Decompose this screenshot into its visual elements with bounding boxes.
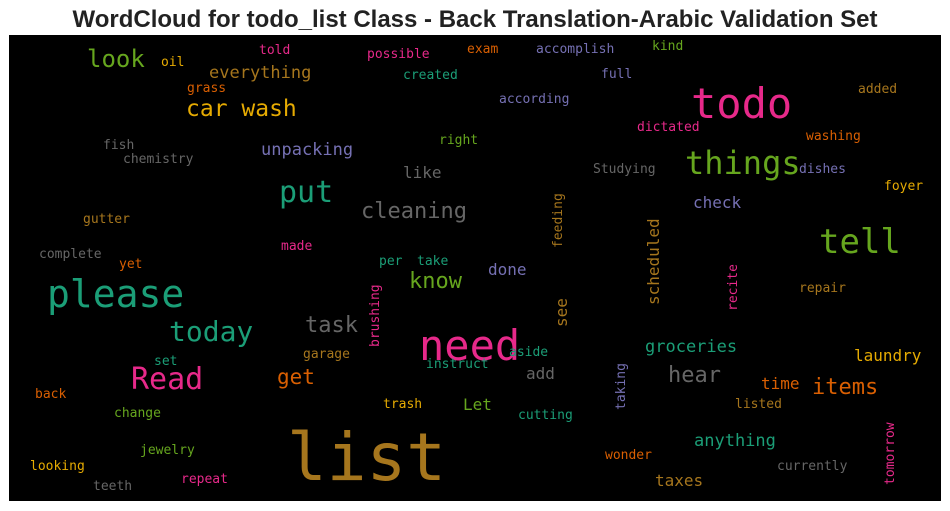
wordcloud-word: take xyxy=(417,254,449,269)
wordcloud-word: foyer xyxy=(884,179,924,194)
wordcloud-word: possible xyxy=(367,47,430,62)
wordcloud-word: instruct xyxy=(426,357,489,372)
wordcloud-word: todo xyxy=(691,79,793,128)
wordcloud-word: told xyxy=(259,43,291,58)
wordcloud-word: currently xyxy=(777,459,848,474)
wordcloud-word: grass xyxy=(187,81,227,96)
wordcloud-word: need xyxy=(419,321,521,370)
wordcloud-word: time xyxy=(761,374,800,393)
wordcloud-word: groceries xyxy=(645,337,738,357)
wordcloud-word: Let xyxy=(463,395,492,414)
wordcloud-word: taking xyxy=(614,363,629,410)
wordcloud-word: garage xyxy=(303,347,350,362)
wordcloud-word: chemistry xyxy=(123,152,194,167)
wordcloud-word: task xyxy=(305,313,358,338)
wordcloud-word: cutting xyxy=(518,408,573,423)
wordcloud-word: fish xyxy=(103,138,135,153)
wordcloud-word: anything xyxy=(694,431,776,451)
wordcloud-word: teeth xyxy=(93,479,133,494)
wordcloud-word: jewelry xyxy=(140,443,195,458)
wordcloud-word: set xyxy=(154,354,178,369)
wordcloud-word: get xyxy=(277,365,315,389)
wordcloud-word: aside xyxy=(509,345,549,360)
wordcloud-word: taxes xyxy=(655,471,704,490)
wordcloud-word: today xyxy=(169,315,254,348)
wordcloud-word: repair xyxy=(799,281,846,296)
wordcloud-word: look xyxy=(87,45,145,73)
wordcloud-word: change xyxy=(114,406,161,421)
wordcloud-word: car wash xyxy=(186,96,297,122)
wordcloud-word: oil xyxy=(161,55,185,70)
wordcloud-word: know xyxy=(409,269,462,294)
wordcloud-word: laundry xyxy=(854,346,922,365)
wordcloud-word: items xyxy=(812,375,879,400)
wordcloud-canvas: list need todo please tell things Read put today… xyxy=(9,35,941,501)
wordcloud-word: done xyxy=(488,260,527,279)
wordcloud-word: dishes xyxy=(799,162,846,177)
wordcloud-word: kind xyxy=(652,39,684,54)
wordcloud-word: according xyxy=(499,92,570,107)
wordcloud-word: please xyxy=(47,272,185,316)
wordcloud-word: right xyxy=(439,133,479,148)
wordcloud-word: accomplish xyxy=(536,42,615,57)
wordcloud-word: see xyxy=(552,298,571,327)
wordcloud-word: complete xyxy=(39,247,102,262)
wordcloud-word: added xyxy=(858,82,898,97)
wordcloud-word: unpacking xyxy=(261,140,354,160)
wordcloud-word: per xyxy=(379,254,403,269)
chart-title: WordCloud for todo_list Class - Back Tra… xyxy=(72,6,878,33)
wordcloud-word: brushing xyxy=(368,284,383,347)
wordcloud-word: exam xyxy=(467,42,499,57)
wordcloud-word: gutter xyxy=(83,212,130,227)
wordcloud-word: looking xyxy=(30,459,85,474)
wordcloud-word: Studying xyxy=(593,162,656,177)
wordcloud-word: put xyxy=(279,175,334,210)
wordcloud-word: dictated xyxy=(637,120,700,135)
wordcloud-word: Read xyxy=(131,362,204,397)
wordcloud-word: full xyxy=(601,67,633,82)
wordcloud-word: cleaning xyxy=(361,199,467,224)
wordcloud-word: things xyxy=(685,144,801,182)
wordcloud-word: feeding xyxy=(551,193,566,248)
wordcloud-word: created xyxy=(403,68,458,83)
wordcloud-word: add xyxy=(526,364,555,383)
wordcloud-word: like xyxy=(403,163,442,182)
wordcloud-word: washing xyxy=(806,129,861,144)
wordcloud-word: yet xyxy=(119,257,143,272)
wordcloud-word: list xyxy=(287,419,446,496)
wordcloud-word: everything xyxy=(209,63,312,83)
wordcloud-word: tomorrow xyxy=(883,422,898,485)
wordcloud-word: wonder xyxy=(605,448,652,463)
wordcloud-word: repeat xyxy=(181,472,228,487)
wordcloud-word: hear xyxy=(668,363,721,388)
wordcloud-word: made xyxy=(281,239,313,254)
wordcloud-word: scheduled xyxy=(644,218,663,305)
wordcloud-word: recite xyxy=(726,264,741,311)
wordcloud-word: check xyxy=(693,193,742,212)
wordcloud-word: listed xyxy=(735,397,782,412)
wordcloud-word: tell xyxy=(819,222,901,262)
wordcloud-word: trash xyxy=(383,397,423,412)
wordcloud-word: back xyxy=(35,387,67,402)
